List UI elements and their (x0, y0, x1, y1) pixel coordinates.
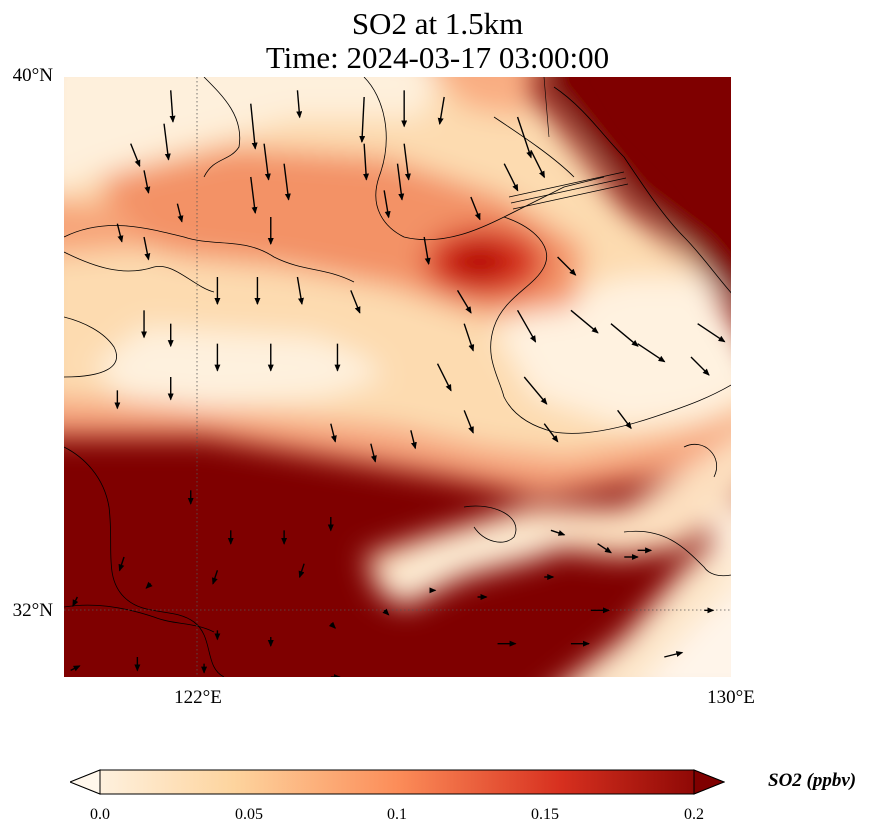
colorbar (70, 769, 725, 795)
wind-vector-49 (617, 409, 632, 430)
wind-vector-0 (169, 90, 176, 123)
lat-tick-40: 40°N (12, 65, 53, 86)
wind-vector-24 (423, 236, 431, 265)
colorbar-tick-02: 0.2 (684, 806, 704, 823)
wind-vector-36 (516, 309, 537, 343)
wind-vector-28 (350, 290, 361, 314)
wind-vector-50 (370, 443, 377, 463)
wind-vector-15 (143, 236, 151, 261)
colorbar-gradient (70, 769, 725, 795)
wind-vector-13 (176, 203, 184, 223)
wind-vector-14 (116, 223, 124, 243)
wind-vector-57 (118, 556, 125, 572)
wind-vectors (70, 90, 726, 677)
wind-vector-58 (211, 570, 219, 585)
title-line-2: Time: 2024-03-17 03:00:00 (265, 40, 610, 75)
wind-vector-66 (328, 621, 337, 629)
gridlines (64, 77, 731, 677)
colorbar-tick-015: 0.15 (531, 806, 559, 823)
wind-vector-52 (410, 430, 417, 450)
colorbar-extend-min (70, 769, 101, 795)
wind-vector-23 (530, 150, 546, 179)
wind-vector-12 (403, 143, 411, 181)
map-panel (64, 77, 731, 677)
wind-vector-80 (664, 651, 684, 658)
title-line-1: SO2 at 1.5km (351, 6, 524, 41)
wind-vector-51 (330, 423, 337, 443)
wind-vector-2 (163, 123, 171, 161)
wind-vector-21 (516, 116, 533, 159)
wind-vector-47 (523, 376, 548, 405)
wind-vector-6 (359, 96, 366, 143)
wind-vector-17 (383, 190, 391, 219)
wind-vector-5 (296, 90, 303, 119)
wind-vector-39 (610, 323, 639, 347)
wind-vector-60 (145, 581, 153, 589)
wind-vector-34 (456, 289, 472, 314)
wind-vector-10 (250, 176, 258, 214)
colorbar-label: SO2 (ppbv) (768, 770, 857, 791)
wind-vector-9 (283, 163, 291, 201)
wind-vector-40 (637, 343, 666, 363)
lon-tick-130: 130°E (707, 687, 755, 708)
wind-vector-72 (597, 543, 612, 554)
wind-vector-42 (690, 356, 710, 376)
so2-field (64, 77, 731, 677)
wind-vector-59 (298, 563, 305, 579)
wind-vector-37 (557, 256, 577, 276)
wind-vector-22 (503, 163, 519, 192)
map-canvas (64, 77, 731, 677)
wind-vector-45 (436, 363, 452, 392)
wind-vector-18 (396, 163, 405, 201)
wind-vector-35 (463, 323, 475, 352)
wind-vector-3 (143, 170, 151, 194)
wind-vector-41 (697, 323, 726, 343)
wind-vector-71 (550, 529, 566, 536)
colorbar-extend-max (693, 769, 725, 795)
wind-vector-46 (463, 410, 474, 434)
wind-vector-19 (470, 196, 481, 221)
wind-vector-8 (263, 143, 271, 181)
wind-vector-48 (543, 423, 559, 443)
wind-vector-61 (72, 596, 79, 607)
lat-tick-32: 32°N (12, 600, 53, 621)
colorbar-tick-0: 0.0 (90, 806, 110, 823)
wind-vector-1 (130, 143, 141, 168)
colorbar-tick-005: 0.05 (235, 806, 263, 823)
coastlines (64, 77, 731, 677)
wind-vector-67 (382, 608, 390, 616)
lon-tick-122: 122°E (174, 687, 222, 708)
wind-vector-27 (296, 276, 304, 305)
wind-vector-20 (437, 96, 445, 125)
colorbar-tick-01: 0.1 (387, 806, 407, 823)
wind-vector-11 (363, 143, 370, 181)
wind-vector-38 (570, 309, 599, 334)
wind-vector-4 (250, 103, 258, 150)
wind-vector-81 (70, 665, 81, 672)
